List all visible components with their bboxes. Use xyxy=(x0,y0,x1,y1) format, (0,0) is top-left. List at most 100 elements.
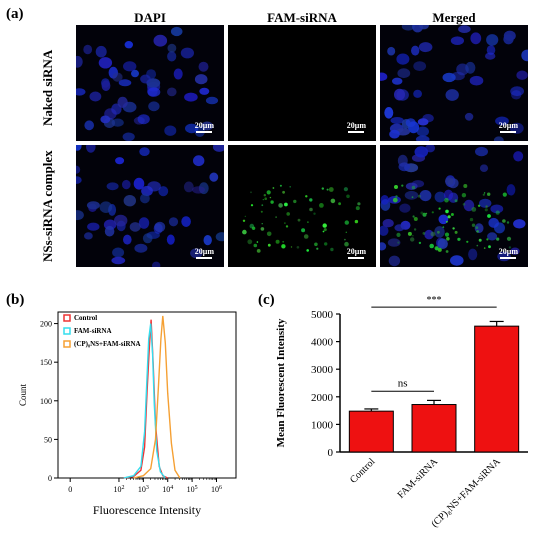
nucleus xyxy=(434,191,446,203)
nucleus xyxy=(516,70,528,80)
fam-signal-spot xyxy=(279,184,282,187)
fam-signal-spot xyxy=(275,216,277,218)
y-tick-label: 0 xyxy=(328,447,334,459)
nucleus xyxy=(438,214,449,225)
scale-bar: 20μm xyxy=(347,121,366,133)
nucleus xyxy=(486,45,496,55)
fam-signal-spot xyxy=(256,241,259,243)
x-tick-exponent: 2 xyxy=(121,485,124,491)
nucleus xyxy=(147,181,161,192)
fam-signal-spot xyxy=(502,192,507,197)
nucleus xyxy=(380,195,389,205)
fam-signal-spot xyxy=(458,238,461,241)
fam-signal-spot xyxy=(343,187,348,192)
nucleus xyxy=(98,57,113,69)
nucleus xyxy=(168,217,179,227)
y-tick-label: 1000 xyxy=(311,419,334,431)
fam-signal-spot xyxy=(344,238,346,241)
merged-nuclei-image xyxy=(380,25,528,141)
nucleus xyxy=(493,136,504,141)
nucleus xyxy=(148,101,160,112)
panel-b-label: (b) xyxy=(6,292,25,308)
x-tick-label: 103 xyxy=(138,485,149,494)
bar xyxy=(474,325,520,453)
nucleus xyxy=(190,248,203,259)
fam-signal-spot xyxy=(484,208,488,212)
fam-signal-spot xyxy=(309,207,313,212)
nucleus xyxy=(205,96,219,105)
fam-signal-spot xyxy=(247,239,253,245)
fam-signal-spot xyxy=(438,207,441,210)
nucleus xyxy=(193,155,205,167)
fam-signal-spot xyxy=(344,220,349,225)
scale-bar: 20μm xyxy=(347,247,366,259)
fam-signal-spot xyxy=(454,199,458,203)
fam-signal-spot xyxy=(309,198,313,202)
fam-signal-spot xyxy=(407,231,412,236)
nucleus xyxy=(201,121,214,131)
fam-signal-spot xyxy=(330,198,336,204)
nucleus xyxy=(124,41,133,49)
nucleus xyxy=(445,177,454,185)
bar-chart: 0 1000 2000 3000 4000 5000 Control FAM-siRNA(CP… xyxy=(275,296,528,530)
fam-signal-spot xyxy=(266,190,271,195)
fam-signal-spot xyxy=(269,196,272,199)
fam-signal-spot xyxy=(471,207,477,212)
fam-signal-spot xyxy=(410,237,415,242)
fam-signal-spot xyxy=(413,228,417,231)
fam-signal-spot xyxy=(487,192,491,196)
legend-swatch xyxy=(63,340,71,348)
fam-signal-spot xyxy=(303,234,309,239)
fam-signal-spot xyxy=(476,244,479,247)
nucleus xyxy=(387,238,401,247)
scale-bar-label: 20μm xyxy=(498,247,518,256)
nucleus xyxy=(133,177,145,190)
fam-signal-spot xyxy=(314,242,318,247)
nucleus xyxy=(380,225,389,236)
fam-signal-spot xyxy=(482,193,485,196)
bar xyxy=(411,404,457,453)
legend-label: (CP)₈NS+FAM-siRNA xyxy=(74,340,141,348)
fam-signal-spot xyxy=(344,241,349,247)
nucleus xyxy=(479,164,489,172)
nucleus xyxy=(123,195,136,207)
fam-signal-spot xyxy=(297,218,301,222)
fam-signal-spot xyxy=(413,217,418,221)
nucleus xyxy=(139,147,150,156)
nucleus xyxy=(458,25,471,33)
nucleus xyxy=(134,243,148,253)
nucleus xyxy=(411,45,420,56)
nucleus xyxy=(405,182,418,190)
nucleus xyxy=(138,217,150,229)
legend-swatch xyxy=(63,327,71,335)
scale-bar: 20μm xyxy=(499,247,518,259)
y-tick-label: 5000 xyxy=(311,309,334,321)
x-tick-label: 106 xyxy=(211,485,222,494)
series-line xyxy=(123,323,166,479)
nucleus xyxy=(384,107,394,119)
fam-signal-spot xyxy=(437,247,442,252)
nucleus xyxy=(413,89,422,98)
nucleus xyxy=(76,55,83,68)
fam-signal-spot xyxy=(305,195,308,198)
fam-signal-spot xyxy=(495,210,500,215)
fam-signal-spot xyxy=(264,197,267,200)
fam-signal-spot xyxy=(270,200,274,204)
fam-signal-spot xyxy=(282,190,285,194)
nucleus xyxy=(173,68,183,80)
nucleus xyxy=(76,210,84,221)
nucleus xyxy=(415,135,430,141)
fam-signal-spot xyxy=(445,250,449,253)
nucleus xyxy=(114,214,128,227)
nucleus xyxy=(380,72,388,81)
nucleus xyxy=(413,61,427,71)
nucleus xyxy=(140,193,150,204)
nucleus xyxy=(154,221,166,233)
nucleus xyxy=(390,117,404,124)
micrograph-naked-merged: 20μm xyxy=(380,25,528,141)
nucleus xyxy=(394,88,405,101)
fam-signal-spot xyxy=(450,213,454,216)
nucleus xyxy=(122,132,135,141)
nucleus xyxy=(123,234,132,245)
fam-signal-spot xyxy=(326,188,329,191)
